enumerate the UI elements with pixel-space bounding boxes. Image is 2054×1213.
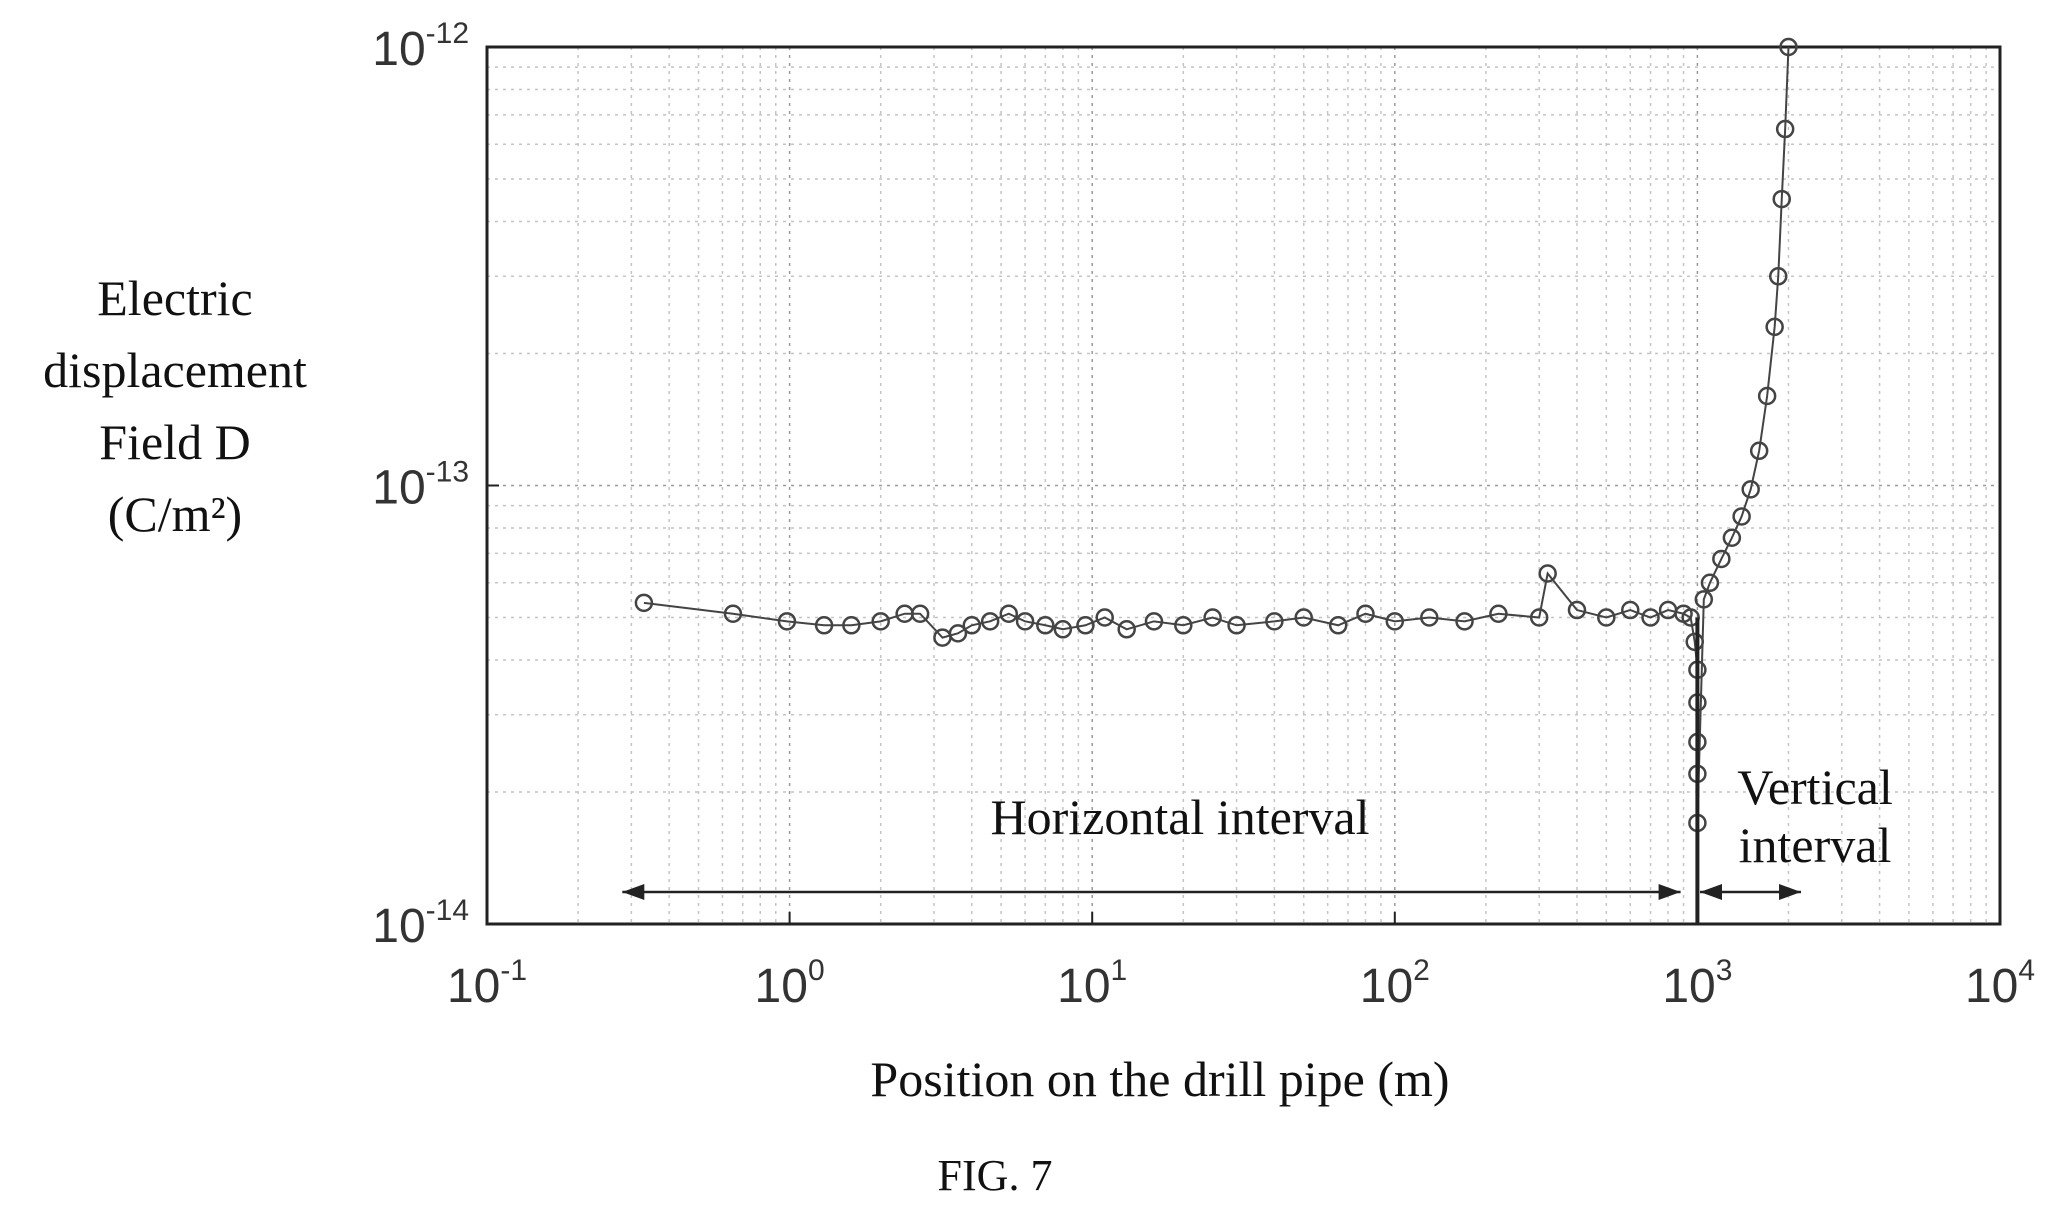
data-point [634, 593, 654, 613]
data-point [910, 604, 930, 623]
arrow-head-right [1779, 884, 1802, 900]
data-point [1489, 604, 1508, 623]
data-point [1076, 616, 1095, 635]
data-point [1712, 549, 1731, 569]
x-tick-label: 10-1 [447, 954, 527, 1013]
data-point [1174, 616, 1193, 635]
data-point [1036, 616, 1055, 635]
y-axis-label-line: displacement [43, 342, 307, 398]
vertical-interval-label: Vertical interval [1690, 758, 1940, 874]
arrow-head-right [1658, 884, 1681, 900]
figure-caption: FIG. 7 [937, 1151, 1053, 1200]
data-point [1420, 608, 1439, 627]
data-point [1765, 317, 1784, 337]
data-point [1356, 604, 1375, 623]
x-tick-label: 104 [1965, 954, 2035, 1013]
horizontal-interval-label: Horizontal interval [990, 789, 1370, 845]
data-point [871, 612, 890, 631]
data-point [962, 616, 982, 635]
data-point [1385, 612, 1405, 631]
y-tick-label: 10-13 [372, 456, 469, 515]
data-point [1117, 620, 1136, 639]
data-point [1768, 267, 1788, 286]
x-tick-label: 101 [1057, 954, 1127, 1013]
series-markers [634, 37, 1798, 833]
interval-arrows [622, 617, 1802, 924]
data-point [948, 624, 968, 643]
data-point [1567, 600, 1587, 620]
data-point [814, 616, 834, 635]
data-point [1328, 616, 1348, 635]
data-point [1700, 573, 1720, 593]
vertical-interval-label-line: interval [1738, 817, 1892, 873]
y-tick-label: 10-14 [372, 894, 469, 953]
series-line [643, 46, 1790, 823]
data-point [842, 616, 861, 635]
data-point [1203, 608, 1222, 627]
data-point [999, 604, 1019, 623]
x-tick-label: 102 [1360, 954, 1430, 1013]
arrow-head-left [622, 884, 645, 900]
data-point [1144, 612, 1164, 631]
y-axis-ticks: 10-14 10-13 10-12 [372, 17, 499, 953]
data-point [1597, 608, 1616, 627]
data-point [1053, 620, 1073, 639]
y-tick-label: 10-12 [372, 17, 469, 76]
data-point [1732, 507, 1751, 526]
data-point [1722, 528, 1742, 548]
data-point [1757, 386, 1777, 406]
data-point [1621, 600, 1640, 620]
data-point [1685, 632, 1704, 652]
x-tick-label: 103 [1662, 954, 1732, 1013]
y-axis-label-line: Field D [99, 414, 251, 470]
y-axis-label: Electric displacement Field D (C/m²) [10, 262, 340, 550]
data-point [1641, 608, 1660, 627]
data-point [1694, 590, 1714, 609]
data-point [1095, 608, 1114, 627]
y-axis-label-line: (C/m²) [107, 486, 243, 542]
x-tick-label: 100 [755, 954, 825, 1013]
arrow-head-left [1700, 884, 1723, 900]
x-axis-ticks: 10-1 100 101 102 103 104 [447, 912, 2035, 1013]
data-point [1265, 612, 1284, 631]
data-point [1529, 608, 1549, 627]
data-point [1455, 612, 1474, 631]
y-axis-label-line: Electric [97, 270, 253, 326]
data-point [1775, 119, 1795, 139]
data-point [1749, 441, 1769, 461]
series-path [643, 46, 1790, 823]
data-point [980, 612, 1000, 631]
data-point [1227, 616, 1246, 635]
data-point [1741, 480, 1760, 499]
data-point [1538, 564, 1557, 583]
data-point [723, 604, 743, 623]
vertical-interval-label-line: Vertical [1737, 759, 1893, 815]
data-point [1015, 612, 1035, 631]
data-point [1779, 37, 1798, 57]
x-axis-label: Position on the drill pipe (m) [870, 1051, 1450, 1107]
data-point [777, 612, 797, 631]
data-point [1294, 608, 1313, 627]
data-point [1772, 189, 1792, 209]
